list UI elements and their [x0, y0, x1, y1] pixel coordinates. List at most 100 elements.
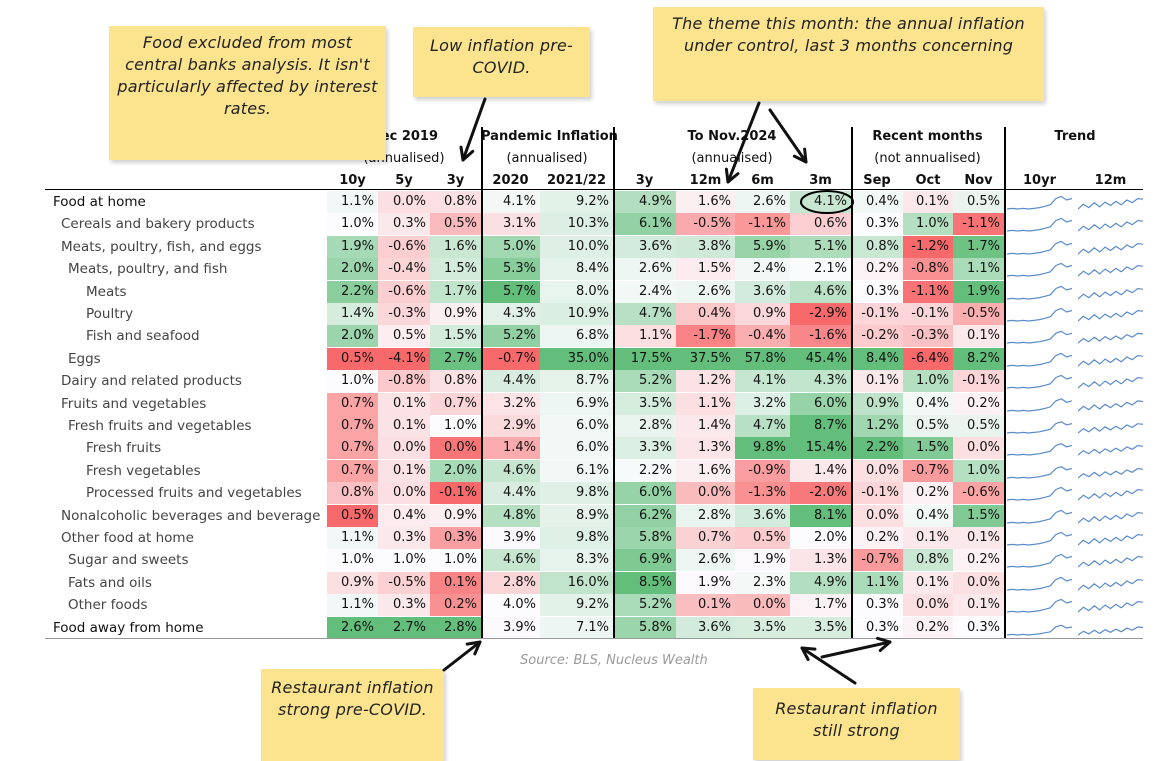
sparkline-path [1007, 421, 1072, 434]
value-cell-19-8: 3.5% [790, 616, 851, 639]
note-restaurant-still: Restaurant inflation still strong [753, 688, 960, 760]
value-cell-8-10: 1.0% [903, 370, 953, 393]
value-cell-3-7: 2.4% [735, 258, 790, 281]
value-cell-7-1: -4.1% [378, 347, 430, 370]
trend-sparkline-15-1 [1078, 533, 1143, 546]
column-header-0: 10y [339, 173, 366, 188]
value-cell-11-2: 0.0% [430, 437, 481, 460]
value-cell-1-5: 6.1% [613, 213, 676, 236]
value-cell-5-0: 1.4% [327, 303, 378, 325]
sparkline-path [1078, 377, 1143, 389]
row-label-2: Meats, poultry, fish, and eggs [61, 238, 262, 255]
value-cell-8-3: 4.4% [481, 370, 540, 393]
value-cell-11-3: 1.4% [481, 437, 540, 460]
value-cell-12-8: 1.4% [790, 459, 851, 482]
group-sublabel-1: (annualised) [506, 151, 588, 166]
group-divider-1 [613, 127, 615, 638]
trend-sparkline-5-0 [1007, 307, 1072, 322]
row-label-15: Other food at home [61, 530, 194, 546]
value-cell-17-8: 4.9% [790, 571, 851, 594]
value-cell-17-2: 0.1% [430, 571, 481, 594]
value-cell-3-3: 5.3% [481, 258, 540, 281]
value-cell-1-9: 0.3% [851, 213, 903, 236]
value-cell-13-11: -0.6% [953, 482, 1004, 505]
value-cell-3-9: 0.2% [851, 258, 903, 281]
value-cell-0-5: 4.9% [613, 191, 676, 213]
value-cell-6-3: 5.2% [481, 325, 540, 348]
value-cell-8-7: 4.1% [735, 370, 790, 393]
value-cell-16-2: 1.0% [430, 549, 481, 572]
value-cell-14-4: 8.9% [540, 504, 613, 527]
row-label-0: Food at home [53, 194, 146, 210]
value-cell-18-3: 4.0% [481, 594, 540, 617]
value-cell-12-1: 0.1% [378, 459, 430, 482]
trend-sparkline-19-0 [1007, 624, 1072, 636]
sparkline-path [1007, 352, 1072, 367]
row-label-11: Fresh fruits [86, 440, 162, 457]
value-cell-4-11: 1.9% [953, 280, 1004, 303]
row-label-12: Fresh vegetables [86, 462, 201, 479]
sparkline-path [1078, 625, 1143, 636]
value-cell-3-6: 1.5% [676, 258, 735, 281]
value-cell-0-7: 2.6% [735, 191, 790, 213]
value-cell-1-3: 3.1% [481, 213, 540, 236]
value-cell-4-6: 2.6% [676, 280, 735, 303]
value-cell-18-6: 0.1% [676, 594, 735, 617]
column-header-3: 2020 [492, 173, 529, 188]
value-cell-17-0: 0.9% [327, 571, 378, 594]
value-cell-14-0: 0.5% [327, 504, 378, 527]
group-label-1: Pandemic Inflation [481, 129, 618, 144]
value-cell-9-7: 3.2% [735, 392, 790, 415]
value-cell-9-0: 0.7% [327, 392, 378, 415]
value-cell-12-3: 4.6% [481, 459, 540, 482]
value-cell-15-11: 0.1% [953, 527, 1004, 549]
value-cell-15-5: 5.8% [613, 527, 676, 549]
value-cell-4-9: 0.3% [851, 280, 903, 303]
value-cell-15-8: 2.0% [790, 527, 851, 549]
header-underline [45, 189, 1143, 190]
value-cell-17-6: 1.9% [676, 571, 735, 594]
value-cell-12-2: 2.0% [430, 459, 481, 482]
value-cell-6-8: -1.6% [790, 325, 851, 348]
value-cell-7-7: 57.8% [735, 347, 790, 370]
value-cell-1-11: -1.1% [953, 213, 1004, 236]
trend-sparkline-7-0 [1007, 352, 1072, 367]
value-cell-14-6: 2.8% [676, 504, 735, 527]
value-cell-9-1: 0.1% [378, 392, 430, 415]
value-cell-19-10: 0.2% [903, 616, 953, 639]
value-cell-8-9: 0.1% [851, 370, 903, 393]
trend-sparkline-3-0 [1007, 262, 1072, 277]
sparkline-path [1078, 467, 1143, 479]
value-cell-4-3: 5.7% [481, 280, 540, 303]
sparkline-path [1078, 309, 1143, 322]
trend-sparkline-6-0 [1007, 331, 1072, 344]
value-cell-8-11: -0.1% [953, 370, 1004, 393]
table-bottom-line [45, 638, 1143, 639]
value-cell-4-0: 2.2% [327, 280, 378, 303]
row-label-3: Meats, poultry, and fish [68, 261, 228, 278]
trend-sparkline-5-1 [1078, 309, 1143, 322]
value-cell-5-11: -0.5% [953, 303, 1004, 325]
value-cell-15-2: 0.3% [430, 527, 481, 549]
value-cell-5-5: 4.7% [613, 303, 676, 325]
value-cell-10-3: 2.9% [481, 415, 540, 437]
trend-sparkline-18-1 [1078, 601, 1143, 613]
value-cell-1-0: 1.0% [327, 213, 378, 236]
value-cell-14-11: 1.5% [953, 504, 1004, 527]
sparkline-path [1007, 531, 1072, 546]
value-cell-19-0: 2.6% [327, 616, 378, 639]
sparkline-path [1078, 242, 1143, 255]
value-cell-8-8: 4.3% [790, 370, 851, 393]
value-cell-6-1: 0.5% [378, 325, 430, 348]
value-cell-5-8: -2.9% [790, 303, 851, 325]
value-cell-2-7: 5.9% [735, 235, 790, 258]
value-cell-2-0: 1.9% [327, 235, 378, 258]
value-cell-4-4: 8.0% [540, 280, 613, 303]
trend-sparkline-17-1 [1078, 578, 1143, 591]
sparkline-path [1078, 533, 1143, 546]
column-header-8: 3m [809, 173, 832, 188]
value-cell-6-7: -0.4% [735, 325, 790, 348]
value-cell-1-1: 0.3% [378, 213, 430, 236]
value-cell-2-5: 3.6% [613, 235, 676, 258]
value-cell-0-10: 0.1% [903, 191, 953, 213]
